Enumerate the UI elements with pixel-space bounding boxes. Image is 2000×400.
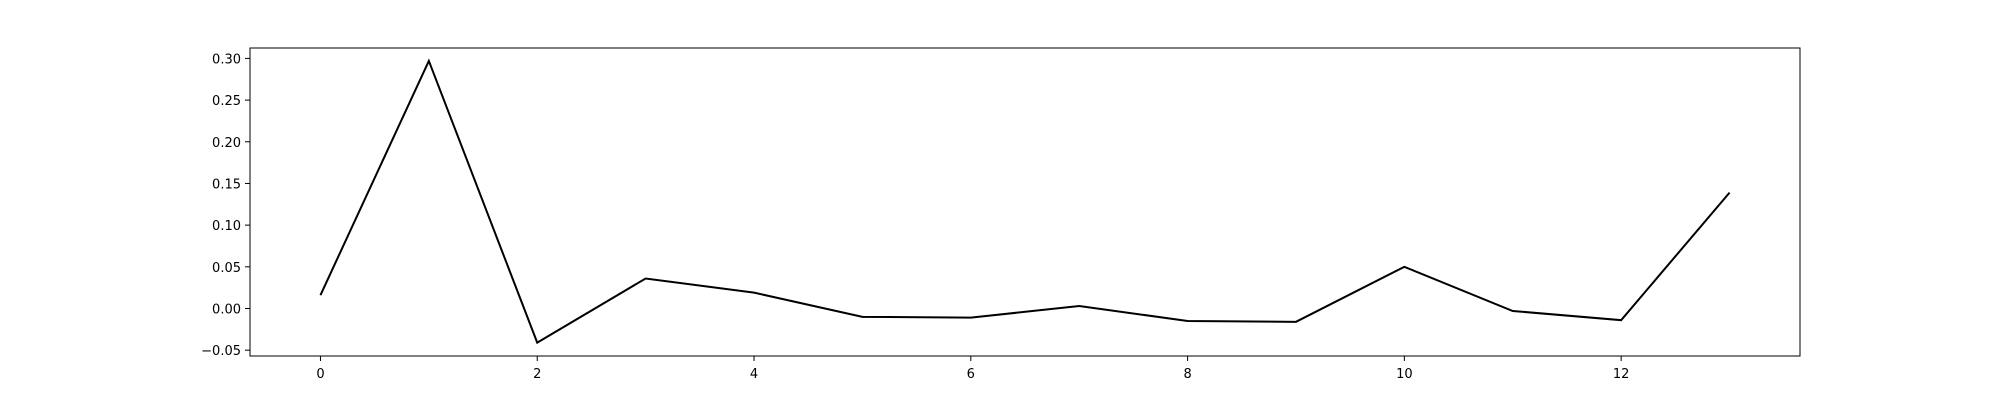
x-tick-label: 10 [1396, 367, 1413, 382]
y-tick-label: −0.05 [201, 344, 241, 359]
series-layer [319, 58, 1731, 345]
y-tick-label: 0.05 [212, 261, 241, 276]
x-tick-label: 4 [750, 367, 758, 382]
x-tick-label: 0 [316, 367, 324, 382]
y-tick-label: 0.30 [212, 52, 241, 67]
x-tick-label: 12 [1613, 367, 1630, 382]
y-tick-label: 0.15 [212, 177, 241, 192]
y-tick-label: 0.25 [212, 94, 241, 109]
x-axis-ticks: 0 2 4 6 8 10 12 [316, 356, 1629, 382]
y-tick-label: 0.20 [212, 136, 241, 151]
x-tick-label: 2 [533, 367, 541, 382]
y-axis-ticks: −0.05 0.00 0.05 0.10 0.15 0.20 0.25 0.30 [201, 52, 250, 359]
x-tick-label: 6 [967, 367, 975, 382]
y-tick-label: 0.00 [212, 302, 241, 317]
plot-area [249, 47, 1801, 357]
x-tick-label: 8 [1183, 367, 1191, 382]
y-tick-label: 0.10 [212, 219, 241, 234]
series-line [319, 58, 1731, 345]
